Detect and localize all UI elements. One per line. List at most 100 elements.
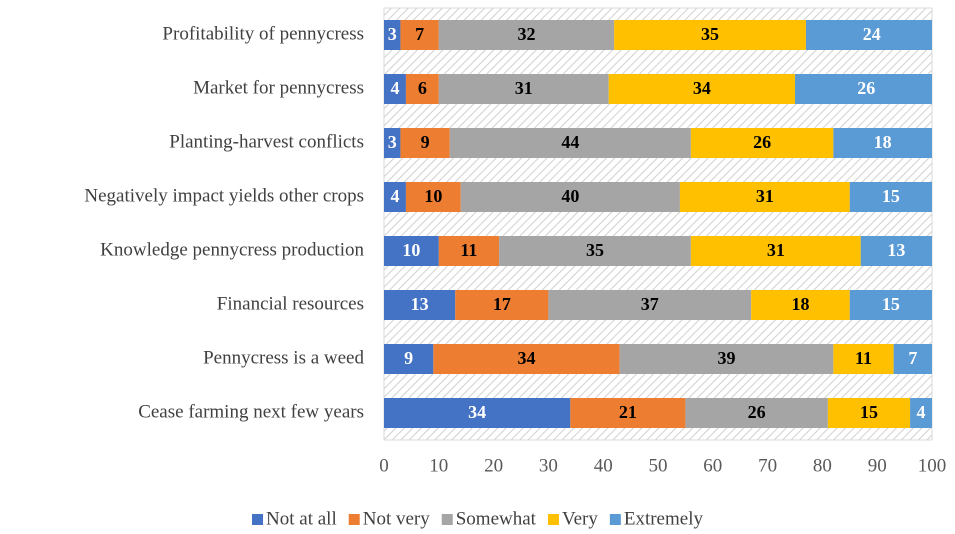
- x-tick-label: 60: [703, 455, 722, 476]
- data-label: 15: [860, 402, 878, 422]
- data-label: 9: [404, 348, 413, 368]
- bar-segment: [438, 20, 615, 50]
- bar-segment: [679, 182, 850, 212]
- data-label: 4: [390, 186, 399, 206]
- data-label: 17: [493, 294, 511, 314]
- data-label: 34: [468, 402, 486, 422]
- bar-segment: [455, 290, 549, 320]
- data-label: 15: [882, 294, 900, 314]
- x-tick-label: 40: [594, 455, 613, 476]
- bar-segment: [400, 128, 450, 158]
- data-label: 37: [641, 294, 659, 314]
- data-label: 31: [756, 186, 774, 206]
- x-tick-label: 80: [813, 455, 832, 476]
- bars: [384, 20, 932, 428]
- data-label: 3: [388, 132, 397, 152]
- x-tick-label: 50: [649, 455, 668, 476]
- data-label: 18: [791, 294, 809, 314]
- data-label: 13: [887, 240, 905, 260]
- bar-segment: [438, 74, 609, 104]
- bar-segment: [805, 20, 932, 50]
- bar-segment: [619, 344, 834, 374]
- bar-segment: [499, 236, 691, 266]
- bar-segment: [893, 344, 932, 374]
- data-label: 39: [718, 348, 736, 368]
- data-label: 10: [424, 186, 442, 206]
- data-label: 32: [517, 24, 535, 44]
- bar-segment: [690, 236, 861, 266]
- bar-segment: [384, 236, 439, 266]
- legend-label: Not very: [363, 508, 431, 529]
- bar-segment: [685, 398, 828, 428]
- bar-segment: [384, 20, 401, 50]
- data-label: 4: [390, 78, 399, 98]
- bar-segment: [438, 236, 500, 266]
- bar-segment: [384, 344, 434, 374]
- bar-segment: [405, 74, 439, 104]
- bar-segment: [795, 74, 932, 104]
- bar-segment: [910, 398, 932, 428]
- bar-segment: [548, 290, 752, 320]
- bar-segment: [449, 128, 691, 158]
- data-label: 11: [855, 348, 872, 368]
- data-label: 24: [863, 24, 881, 44]
- data-label: 10: [402, 240, 420, 260]
- category-label: Knowledge pennycress production: [100, 239, 364, 260]
- legend-swatch: [348, 514, 360, 525]
- data-label: 35: [586, 240, 604, 260]
- plot-area: [383, 7, 933, 441]
- x-tick-label: 10: [429, 455, 448, 476]
- data-label: 18: [874, 132, 892, 152]
- bar-segment: [849, 182, 932, 212]
- bar-segment: [570, 398, 686, 428]
- x-tick-label: 100: [918, 455, 947, 476]
- data-label: 7: [908, 348, 917, 368]
- data-label: 31: [767, 240, 785, 260]
- data-label: 3: [388, 24, 397, 44]
- data-label: 26: [753, 132, 771, 152]
- bar-segment: [384, 182, 406, 212]
- category-label: Pennycress is a weed: [203, 347, 364, 368]
- category-label: Market for pennycress: [193, 77, 364, 98]
- data-label: 35: [701, 24, 719, 44]
- data-label: 13: [411, 294, 429, 314]
- x-tick-label: 30: [539, 455, 558, 476]
- bar-segment: [405, 182, 461, 212]
- x-tick-label: 20: [484, 455, 503, 476]
- bar-segment: [751, 290, 850, 320]
- data-label: 44: [561, 132, 579, 152]
- data-label: 7: [415, 24, 424, 44]
- data-label: 6: [418, 78, 427, 98]
- bar-segment: [833, 128, 932, 158]
- legend-label: Very: [562, 508, 598, 529]
- bar-segment: [384, 398, 571, 428]
- data-label: 26: [857, 78, 875, 98]
- bar-segment: [608, 74, 795, 104]
- bar-segment: [614, 20, 806, 50]
- legend-swatch: [441, 514, 453, 525]
- data-label: 31: [515, 78, 533, 98]
- x-tick-label: 0: [379, 455, 389, 476]
- data-label: 15: [882, 186, 900, 206]
- legend-label: Extremely: [624, 508, 704, 529]
- legend-swatch: [252, 514, 264, 525]
- bar-segment: [827, 398, 911, 428]
- bar-segment: [384, 74, 406, 104]
- data-label: 4: [917, 402, 926, 422]
- legend-swatch: [609, 514, 621, 525]
- data-label: 21: [619, 402, 637, 422]
- data-label: 34: [693, 78, 711, 98]
- data-label: 26: [748, 402, 766, 422]
- legend-label: Somewhat: [456, 508, 537, 529]
- bar-segment: [400, 20, 439, 50]
- data-label: 34: [517, 348, 535, 368]
- bar-segment: [833, 344, 894, 374]
- bar-segment: [384, 290, 456, 320]
- legend-swatch: [547, 514, 559, 525]
- bar-segment: [690, 128, 834, 158]
- category-label: Financial resources: [217, 293, 364, 314]
- bar-segment: [433, 344, 620, 374]
- x-tick-label: 70: [758, 455, 777, 476]
- bar-segment: [860, 236, 932, 266]
